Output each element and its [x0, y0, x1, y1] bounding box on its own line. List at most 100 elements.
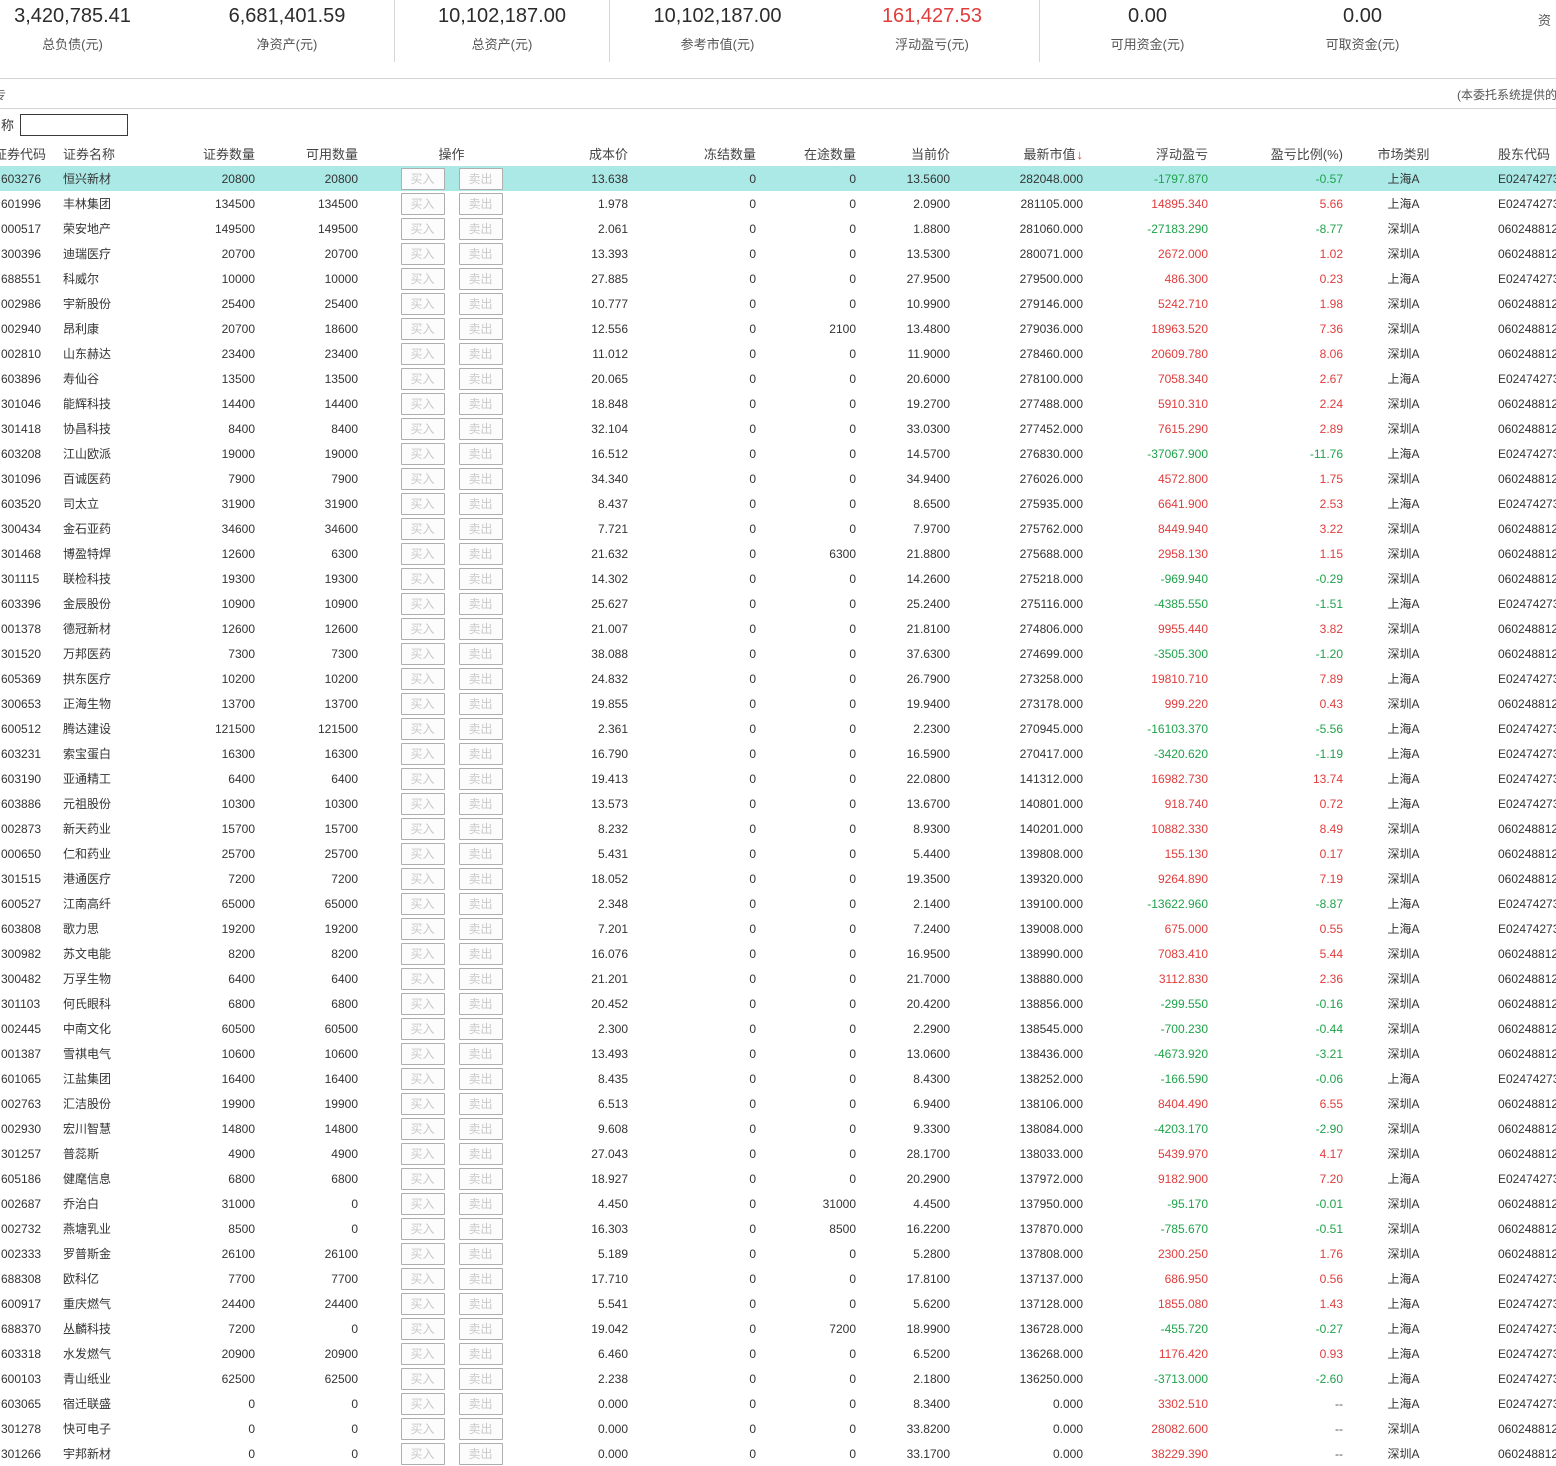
table-row[interactable]: 002930 宏川智慧 14800 14800 买入 卖出 9.608 0 0 9.3300 138… [0, 1116, 1556, 1141]
table-row[interactable]: 002986 宇新股份 25400 25400 买入 卖出 10.777 0 0 10.9900 2… [0, 291, 1556, 316]
table-row[interactable]: 301278 快可电子 0 0 买入 卖出 0.000 0 0 33.8200 0.000 28082… [0, 1416, 1556, 1441]
col-header-ratio[interactable]: 盈亏比例(%) [1210, 144, 1347, 163]
sell-button[interactable]: 卖出 [458, 967, 503, 990]
buy-button[interactable]: 买入 [400, 1217, 445, 1240]
sell-button[interactable]: 卖出 [458, 942, 503, 965]
buy-button[interactable]: 买入 [400, 1017, 445, 1040]
sell-button[interactable]: 卖出 [458, 1217, 503, 1240]
sell-button[interactable]: 卖出 [458, 917, 503, 940]
buy-button[interactable]: 买入 [400, 767, 445, 790]
table-row[interactable]: 301520 万邦医药 7300 7300 买入 卖出 38.088 0 0 37.6300 274… [0, 641, 1556, 666]
table-row[interactable]: 688370 丛麟科技 7200 0 买入 卖出 19.042 0 7200 18.9900 136… [0, 1316, 1556, 1341]
buy-button[interactable]: 买入 [400, 1117, 445, 1140]
sell-button[interactable]: 卖出 [458, 1067, 503, 1090]
sell-button[interactable]: 卖出 [458, 1392, 503, 1415]
buy-button[interactable]: 买入 [400, 1242, 445, 1265]
sell-button[interactable]: 卖出 [458, 1342, 503, 1365]
buy-button[interactable]: 买入 [400, 542, 445, 565]
sell-button[interactable]: 卖出 [458, 792, 503, 815]
sell-button[interactable]: 卖出 [458, 867, 503, 890]
table-row[interactable]: 603886 元祖股份 10300 10300 买入 卖出 13.573 0 0 13.6700 1… [0, 791, 1556, 816]
table-row[interactable]: 001387 雪祺电气 10600 10600 买入 卖出 13.493 0 0 13.0600 1… [0, 1041, 1556, 1066]
table-row[interactable]: 002873 新天药业 15700 15700 买入 卖出 8.232 0 0 8.9300 140… [0, 816, 1556, 841]
table-row[interactable]: 603190 亚通精工 6400 6400 买入 卖出 19.413 0 0 22.0800 141… [0, 766, 1556, 791]
table-row[interactable]: 600512 腾达建设 121500 121500 买入 卖出 2.361 0 0 2.2300 2… [0, 716, 1556, 741]
table-row[interactable]: 301266 宇邦新材 0 0 买入 卖出 0.000 0 0 33.1700 0.000 38229… [0, 1441, 1556, 1466]
table-row[interactable]: 301515 港通医疗 7200 7200 买入 卖出 18.052 0 0 19.3500 139… [0, 866, 1556, 891]
table-row[interactable]: 688308 欧科亿 7700 7700 买入 卖出 17.710 0 0 17.8100 1371… [0, 1266, 1556, 1291]
buy-button[interactable]: 买入 [400, 1092, 445, 1115]
table-row[interactable]: 300982 苏文电能 8200 8200 买入 卖出 16.076 0 0 16.9500 138… [0, 941, 1556, 966]
table-row[interactable]: 301257 普蕊斯 4900 4900 买入 卖出 27.043 0 0 28.1700 1380… [0, 1141, 1556, 1166]
table-row[interactable]: 301468 博盈特焊 12600 6300 买入 卖出 21.632 0 6300 21.880… [0, 541, 1556, 566]
sell-button[interactable]: 卖出 [458, 1267, 503, 1290]
buy-button[interactable]: 买入 [400, 1192, 445, 1215]
buy-button[interactable]: 买入 [400, 367, 445, 390]
table-row[interactable]: 605186 健麾信息 6800 6800 买入 卖出 18.927 0 0 20.2900 137… [0, 1166, 1556, 1191]
buy-button[interactable]: 买入 [400, 567, 445, 590]
sell-button[interactable]: 卖出 [458, 517, 503, 540]
buy-button[interactable]: 买入 [400, 267, 445, 290]
table-row[interactable]: 600917 重庆燃气 24400 24400 买入 卖出 5.541 0 0 5.6200 137… [0, 1291, 1556, 1316]
sell-button[interactable]: 卖出 [458, 1192, 503, 1215]
col-header-transit[interactable]: 在途数量 [760, 144, 862, 163]
col-header-holder[interactable]: 股东代码 [1460, 144, 1556, 163]
table-row[interactable]: 000650 仁和药业 25700 25700 买入 卖出 5.431 0 0 5.4400 139… [0, 841, 1556, 866]
table-row[interactable]: 601065 江盐集团 16400 16400 买入 卖出 8.435 0 0 8.4300 138… [0, 1066, 1556, 1091]
table-row[interactable]: 300396 迪瑞医疗 20700 20700 买入 卖出 13.393 0 0 13.5300 2… [0, 241, 1556, 266]
col-header-frozen[interactable]: 冻结数量 [650, 144, 760, 163]
sell-button[interactable]: 卖出 [458, 392, 503, 415]
table-row[interactable]: 000517 荣安地产 149500 149500 买入 卖出 2.061 0 0 1.8800 2… [0, 216, 1556, 241]
table-row[interactable]: 300653 正海生物 13700 13700 买入 卖出 19.855 0 0 19.9400 2… [0, 691, 1556, 716]
buy-button[interactable]: 买入 [400, 192, 445, 215]
table-row[interactable]: 603896 寿仙谷 13500 13500 买入 卖出 20.065 0 0 20.6000 27… [0, 366, 1556, 391]
col-header-qty[interactable]: 证券数量 [185, 144, 255, 163]
buy-button[interactable]: 买入 [400, 1267, 445, 1290]
sell-button[interactable]: 卖出 [458, 442, 503, 465]
sell-button[interactable]: 卖出 [458, 417, 503, 440]
buy-button[interactable]: 买入 [400, 1442, 445, 1465]
buy-button[interactable]: 买入 [400, 392, 445, 415]
buy-button[interactable]: 买入 [400, 817, 445, 840]
table-row[interactable]: 301115 联检科技 19300 19300 买入 卖出 14.302 0 0 14.2600 2… [0, 566, 1556, 591]
buy-button[interactable]: 买入 [400, 942, 445, 965]
sell-button[interactable]: 卖出 [458, 892, 503, 915]
sell-button[interactable]: 卖出 [458, 617, 503, 640]
sell-button[interactable]: 卖出 [458, 1317, 503, 1340]
buy-button[interactable]: 买入 [400, 517, 445, 540]
buy-button[interactable]: 买入 [400, 1167, 445, 1190]
buy-button[interactable]: 买入 [400, 967, 445, 990]
table-row[interactable]: 603808 歌力思 19200 19200 买入 卖出 7.201 0 0 7.2400 1390… [0, 916, 1556, 941]
table-row[interactable]: 301046 能辉科技 14400 14400 买入 卖出 18.848 0 0 19.2700 2… [0, 391, 1556, 416]
sell-button[interactable]: 卖出 [458, 992, 503, 1015]
col-header-name[interactable]: 证券名称 [55, 144, 185, 163]
sell-button[interactable]: 卖出 [458, 692, 503, 715]
sell-button[interactable]: 卖出 [458, 1442, 503, 1465]
buy-button[interactable]: 买入 [400, 667, 445, 690]
buy-button[interactable]: 买入 [400, 342, 445, 365]
sell-button[interactable]: 卖出 [458, 292, 503, 315]
table-row[interactable]: 688551 科威尔 10000 10000 买入 卖出 27.885 0 0 27.9500 27… [0, 266, 1556, 291]
table-row[interactable]: 603208 江山欧派 19000 19000 买入 卖出 16.512 0 0 14.5700 2… [0, 441, 1556, 466]
buy-button[interactable]: 买入 [400, 467, 445, 490]
col-header-avail[interactable]: 可用数量 [255, 144, 358, 163]
sell-button[interactable]: 卖出 [458, 1042, 503, 1065]
buy-button[interactable]: 买入 [400, 592, 445, 615]
buy-button[interactable]: 买入 [400, 1392, 445, 1415]
table-row[interactable]: 603276 恒兴新材 20800 20800 买入 卖出 13.638 0 0 13.5600 2… [0, 166, 1556, 191]
name-filter-input[interactable] [20, 113, 129, 136]
buy-button[interactable]: 买入 [400, 292, 445, 315]
table-row[interactable]: 600103 青山纸业 62500 62500 买入 卖出 2.238 0 0 2.1800 136… [0, 1366, 1556, 1391]
table-row[interactable]: 002333 罗普斯金 26100 26100 买入 卖出 5.189 0 0 5.2800 137… [0, 1241, 1556, 1266]
sell-button[interactable]: 卖出 [458, 567, 503, 590]
sell-button[interactable]: 卖出 [458, 1292, 503, 1315]
buy-button[interactable]: 买入 [400, 1367, 445, 1390]
buy-button[interactable]: 买入 [400, 167, 445, 190]
col-header-pnl[interactable]: 浮动盈亏 [1085, 144, 1210, 163]
buy-button[interactable]: 买入 [400, 1292, 445, 1315]
table-row[interactable]: 300482 万孚生物 6400 6400 买入 卖出 21.201 0 0 21.7000 138… [0, 966, 1556, 991]
table-row[interactable]: 001378 德冠新材 12600 12600 买入 卖出 21.007 0 0 21.8100 2… [0, 616, 1556, 641]
table-row[interactable]: 002732 燕塘乳业 8500 0 买入 卖出 16.303 0 8500 16.2200 137… [0, 1216, 1556, 1241]
sell-button[interactable]: 卖出 [458, 642, 503, 665]
col-header-code[interactable]: 证券代码 [0, 144, 55, 163]
